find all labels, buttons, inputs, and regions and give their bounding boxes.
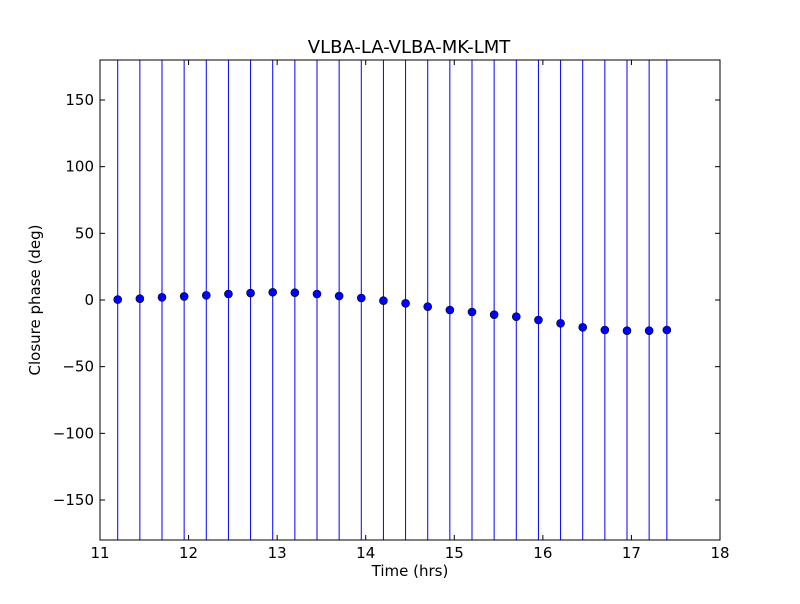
y-tick-label: 50 [75,224,94,242]
y-tick-label: 100 [65,158,94,176]
y-tick-label: −100 [53,424,94,442]
data-point [268,287,278,297]
x-tick-label: 11 [90,544,109,562]
x-tick-label: 14 [356,544,375,562]
x-tick-label: 16 [533,544,552,562]
x-tick-label: 17 [622,544,641,562]
x-axis-label: Time (hrs) [371,562,449,580]
y-axis-label: Closure phase (deg) [26,225,44,376]
data-point [423,302,433,311]
data-point [578,323,588,332]
data-point [179,292,189,301]
data-point [224,289,233,299]
x-tick-label: 18 [710,544,729,562]
data-point [135,294,145,303]
data-point [334,291,344,301]
data-point [467,307,477,317]
x-tick-label: 15 [445,544,464,562]
data-point [534,315,543,325]
y-tick-label: −50 [62,358,94,376]
x-tick-label: 13 [268,544,287,562]
data-point [379,296,388,305]
data-point [489,310,499,319]
data-point [356,293,366,303]
data-point [511,312,521,321]
data-point [445,305,455,315]
data-point [401,299,410,308]
x-tick-label: 12 [179,544,198,562]
data-point [644,326,654,335]
data-point [157,293,167,302]
data-point [312,289,322,299]
data-point [201,291,211,300]
y-tick-label: 150 [65,91,94,109]
data-point [246,288,255,298]
data-point [290,288,300,297]
y-tick-label: 0 [84,291,94,309]
chart-title: VLBA-LA-VLBA-MK-LMT [308,37,512,58]
data-point [662,325,672,335]
data-point [556,319,565,328]
data-point [113,295,123,304]
data-point [622,326,632,335]
y-tick-label: −150 [53,491,94,509]
data-point [600,325,610,335]
